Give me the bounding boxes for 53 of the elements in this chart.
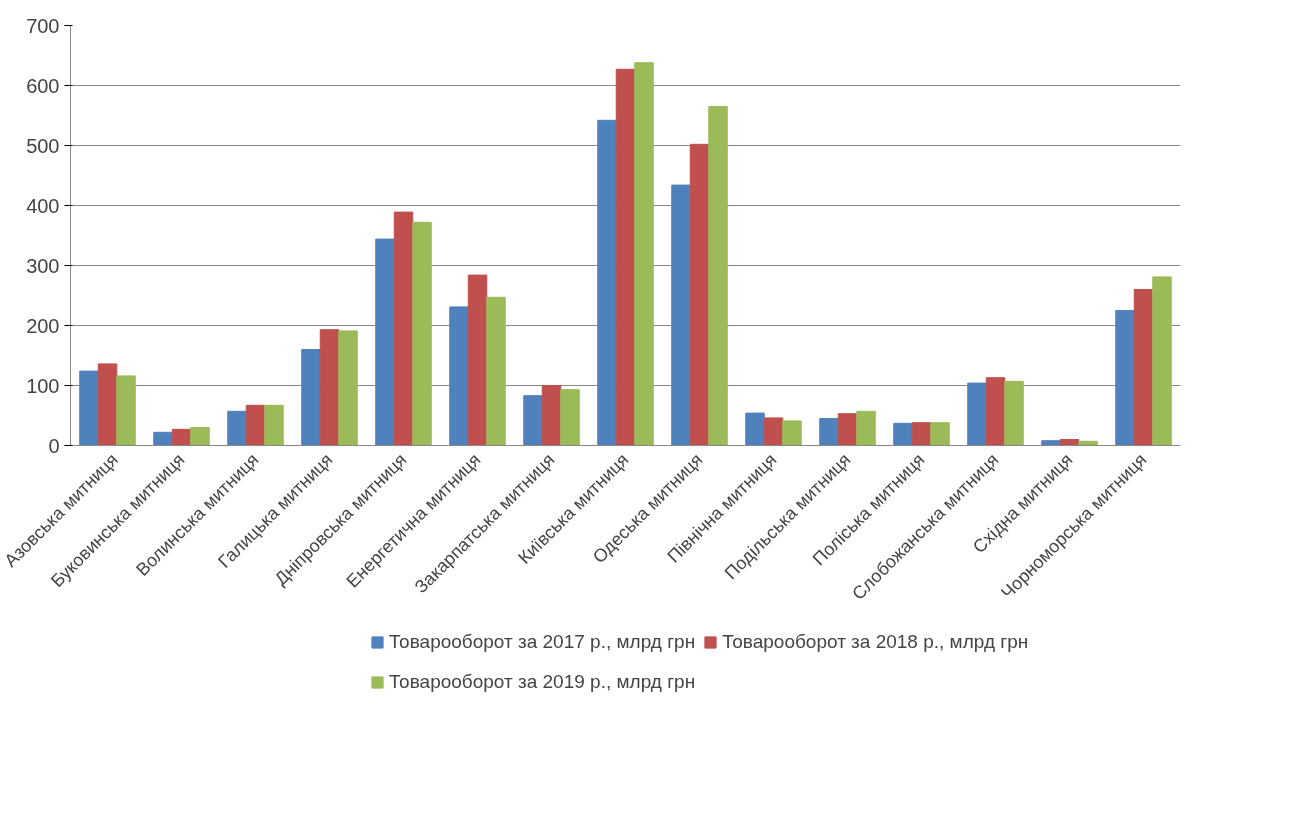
bar bbox=[393, 211, 414, 446]
bar bbox=[190, 427, 210, 446]
legend-label: Товарооборот за 2019 р., млрд грн bbox=[389, 671, 696, 693]
y-tick-label: 600 bbox=[26, 74, 60, 97]
bar bbox=[264, 404, 284, 446]
bar bbox=[911, 422, 932, 446]
y-tick-label: 500 bbox=[26, 134, 60, 157]
bar bbox=[930, 422, 950, 446]
y-tick-label: 400 bbox=[26, 194, 60, 217]
bar bbox=[671, 184, 691, 446]
y-tick-label: 0 bbox=[48, 434, 60, 457]
bar bbox=[412, 221, 432, 446]
y-tick-label: 100 bbox=[26, 374, 60, 397]
bar bbox=[1115, 310, 1135, 446]
bar bbox=[615, 68, 636, 446]
legend-label: Товарооборот за 2018 р., млрд грн bbox=[722, 631, 1029, 653]
bar bbox=[338, 330, 358, 446]
bar bbox=[116, 375, 136, 446]
bar bbox=[319, 329, 340, 446]
bar bbox=[819, 418, 839, 446]
bar bbox=[893, 422, 913, 446]
bar bbox=[1004, 380, 1024, 446]
bar bbox=[449, 306, 469, 446]
bar bbox=[634, 62, 654, 446]
bar bbox=[467, 274, 488, 446]
bar bbox=[79, 370, 99, 446]
bar bbox=[301, 349, 321, 446]
bar bbox=[689, 143, 710, 446]
bar bbox=[560, 389, 580, 446]
bar bbox=[1133, 289, 1154, 446]
bar bbox=[97, 363, 118, 446]
bar bbox=[1152, 276, 1172, 446]
bar bbox=[763, 417, 784, 446]
bar bbox=[745, 412, 765, 446]
bar bbox=[153, 431, 173, 446]
bar bbox=[245, 404, 266, 446]
bar bbox=[967, 382, 987, 446]
bar bbox=[523, 395, 543, 446]
bar bbox=[375, 238, 395, 446]
bar bbox=[597, 119, 617, 446]
bar bbox=[541, 385, 562, 446]
bar bbox=[1041, 440, 1061, 446]
legend-label: Товарооборот за 2017 р., млрд грн bbox=[389, 631, 696, 653]
bar bbox=[837, 413, 858, 446]
bar bbox=[856, 410, 876, 446]
bar bbox=[985, 377, 1006, 446]
bar bbox=[227, 410, 247, 446]
bar bbox=[782, 420, 802, 446]
bar bbox=[486, 296, 506, 446]
y-tick-label: 700 bbox=[26, 14, 60, 37]
y-tick-label: 300 bbox=[26, 254, 60, 277]
bar bbox=[708, 106, 728, 446]
y-tick-label: 200 bbox=[26, 314, 60, 337]
